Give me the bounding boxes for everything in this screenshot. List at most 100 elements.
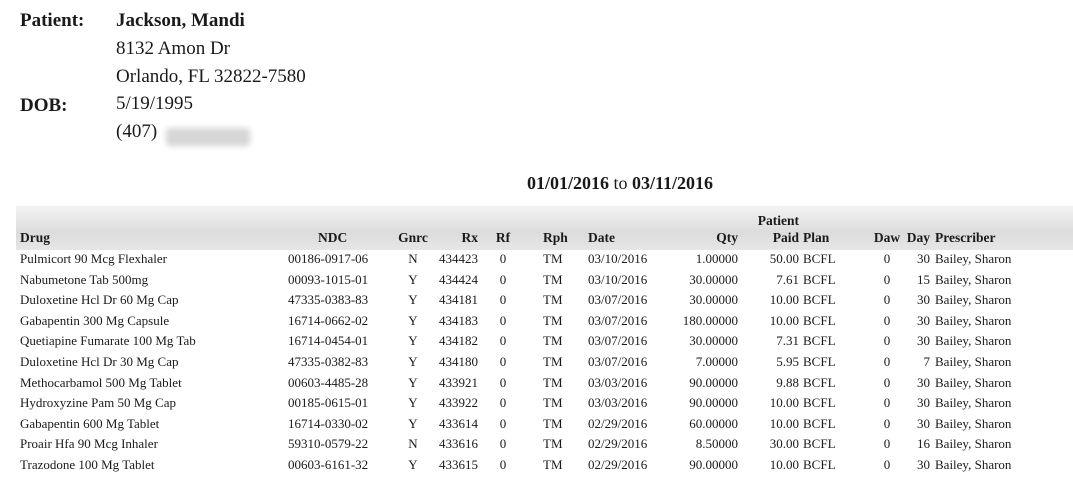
cell-day: 30 bbox=[917, 457, 930, 472]
column-header-daw: Daw bbox=[873, 230, 901, 245]
cell-gnrc: Y bbox=[408, 292, 418, 308]
cell-qty: 1.00000 bbox=[695, 251, 738, 266]
dob-value: 5/19/1995 bbox=[116, 93, 194, 114]
cell-ndc: 00603-4485-28 bbox=[288, 374, 369, 390]
cell-plan: BCFL bbox=[803, 271, 836, 287]
cell-rx: 433921 bbox=[439, 374, 478, 390]
cell-plan: BCFL bbox=[803, 395, 836, 411]
cell-gnrc: Y bbox=[408, 374, 418, 390]
cell-daw: 0 bbox=[883, 374, 891, 390]
column-header-ndc: NDC bbox=[318, 230, 348, 245]
cell-plan: BCFL bbox=[803, 457, 836, 472]
cell-rf: 0 bbox=[499, 395, 507, 411]
address-line-2: Orlando, FL 32822-7580 bbox=[116, 66, 306, 87]
phone-prefix: (407) bbox=[116, 121, 158, 142]
cell-paid: 10.00 bbox=[769, 395, 799, 411]
column-header-rf: Rf bbox=[495, 230, 511, 245]
address-line-1: 8132 Amon Dr bbox=[116, 38, 230, 59]
cell-rph: TM bbox=[543, 436, 563, 452]
cell-daw: 0 bbox=[883, 333, 891, 349]
column-header-drug: Drug bbox=[20, 230, 50, 245]
cell-rph: TM bbox=[543, 251, 563, 266]
cell-rf: 0 bbox=[499, 292, 507, 308]
cell-date: 03/10/2016 bbox=[588, 271, 648, 287]
cell-rf: 0 bbox=[499, 436, 507, 452]
cell-daw: 0 bbox=[883, 436, 891, 452]
cell-ndc: 47335-0383-83 bbox=[288, 292, 369, 308]
cell-qty: 180.00000 bbox=[682, 312, 738, 328]
cell-gnrc: Y bbox=[408, 415, 418, 431]
cell-qty: 30.00000 bbox=[689, 271, 738, 287]
cell-plan: BCFL bbox=[803, 292, 836, 308]
cell-gnrc: Y bbox=[408, 271, 418, 287]
cell-qty: 8.50000 bbox=[695, 436, 738, 452]
cell-rx: 434423 bbox=[439, 251, 478, 266]
cell-drug: Trazodone 100 Mg Tablet bbox=[20, 457, 155, 472]
column-header-paid: Paid bbox=[772, 230, 799, 245]
cell-paid: 5.95 bbox=[776, 354, 799, 369]
cell-rf: 0 bbox=[499, 251, 507, 266]
patient-name: Jackson, Mandi bbox=[116, 10, 245, 31]
cell-qty: 60.00000 bbox=[689, 415, 738, 431]
cell-prescriber: Bailey, Sharon bbox=[935, 312, 1012, 328]
cell-rf: 0 bbox=[499, 374, 507, 390]
cell-drug: Methocarbamol 500 Mg Tablet bbox=[20, 374, 182, 390]
cell-day: 30 bbox=[917, 251, 930, 266]
cell-date: 03/03/2016 bbox=[588, 395, 648, 411]
cell-daw: 0 bbox=[883, 395, 891, 411]
cell-prescriber: Bailey, Sharon bbox=[935, 271, 1012, 287]
cell-day: 30 bbox=[917, 415, 930, 431]
cell-paid: 10.00 bbox=[769, 292, 799, 308]
cell-rph: TM bbox=[543, 333, 563, 349]
cell-paid: 7.31 bbox=[776, 333, 799, 349]
date-from: 01/01/2016 bbox=[526, 173, 609, 193]
cell-daw: 0 bbox=[883, 271, 891, 287]
cell-rph: TM bbox=[543, 312, 563, 328]
cell-day: 30 bbox=[917, 333, 930, 349]
column-header-rph: Rph bbox=[543, 230, 568, 245]
cell-daw: 0 bbox=[883, 354, 891, 369]
cell-rx: 434182 bbox=[439, 333, 478, 349]
cell-rf: 0 bbox=[499, 354, 507, 369]
cell-qty: 30.00000 bbox=[689, 333, 738, 349]
cell-rph: TM bbox=[543, 415, 563, 431]
cell-ndc: 00185-0615-01 bbox=[288, 395, 369, 411]
cell-rf: 0 bbox=[499, 457, 507, 472]
cell-ndc: 00603-6161-32 bbox=[288, 457, 369, 472]
cell-date: 03/07/2016 bbox=[588, 312, 648, 328]
cell-day: 30 bbox=[917, 292, 930, 308]
cell-rx: 433614 bbox=[439, 415, 478, 431]
cell-date: 03/07/2016 bbox=[588, 292, 648, 308]
cell-daw: 0 bbox=[883, 457, 891, 472]
cell-date: 02/29/2016 bbox=[588, 415, 648, 431]
cell-rph: TM bbox=[543, 271, 563, 287]
cell-rf: 0 bbox=[499, 312, 507, 328]
cell-plan: BCFL bbox=[803, 436, 836, 452]
cell-date: 02/29/2016 bbox=[588, 457, 648, 472]
cell-paid: 10.00 bbox=[769, 457, 799, 472]
cell-drug: Nabumetone Tab 500mg bbox=[20, 271, 149, 287]
cell-gnrc: Y bbox=[408, 333, 418, 349]
cell-paid: 50.00 bbox=[769, 251, 799, 266]
column-header-paid-top: Patient bbox=[757, 213, 799, 228]
patient-label: Patient: bbox=[20, 10, 85, 31]
cell-rf: 0 bbox=[499, 415, 507, 431]
cell-rx: 434183 bbox=[439, 312, 478, 328]
cell-date: 03/10/2016 bbox=[588, 251, 648, 266]
cell-qty: 90.00000 bbox=[689, 457, 738, 472]
cell-rx: 433615 bbox=[439, 457, 478, 472]
column-header-day: Day bbox=[906, 230, 930, 245]
cell-day: 30 bbox=[917, 374, 930, 390]
cell-drug: Proair Hfa 90 Mcg Inhaler bbox=[20, 436, 158, 452]
cell-day: 7 bbox=[923, 354, 931, 369]
cell-rph: TM bbox=[543, 374, 563, 390]
cell-drug: Duloxetine Hcl Dr 30 Mg Cap bbox=[20, 354, 179, 369]
cell-qty: 90.00000 bbox=[689, 395, 738, 411]
cell-rx: 434181 bbox=[439, 292, 478, 308]
cell-rf: 0 bbox=[499, 333, 507, 349]
cell-ndc: 00093-1015-01 bbox=[288, 271, 369, 287]
cell-daw: 0 bbox=[883, 312, 891, 328]
cell-rph: TM bbox=[543, 292, 563, 308]
cell-prescriber: Bailey, Sharon bbox=[935, 395, 1012, 411]
cell-rph: TM bbox=[543, 395, 563, 411]
